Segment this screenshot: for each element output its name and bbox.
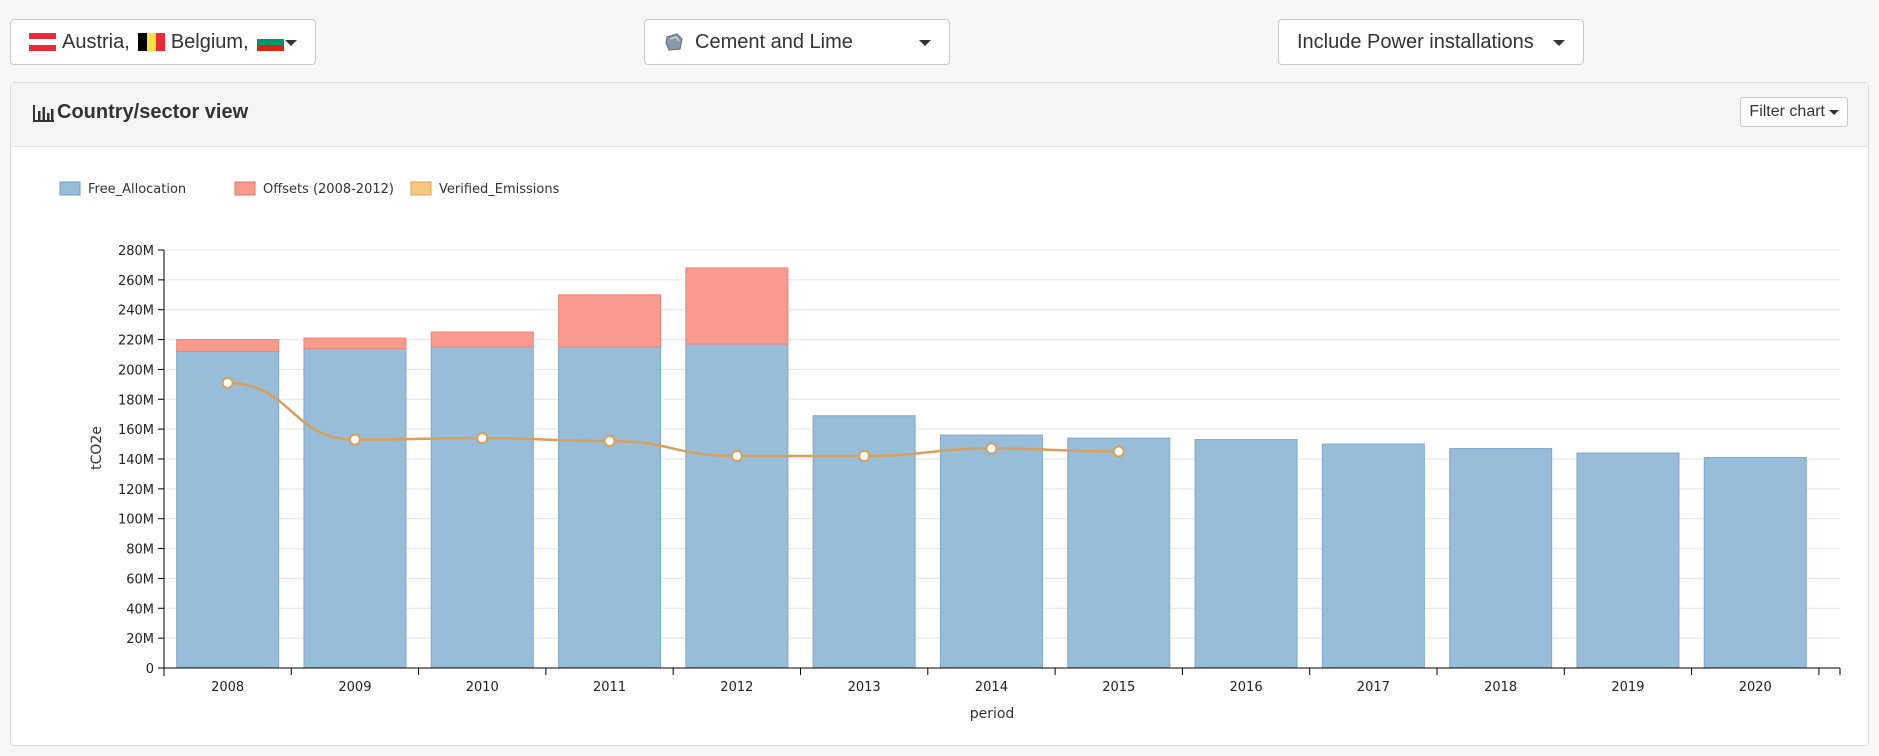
austria-flag-icon xyxy=(29,33,56,51)
bulgaria-flag-icon xyxy=(256,33,284,51)
country-belgium-label: Belgium, xyxy=(170,30,249,53)
panel-title: Country/sector view xyxy=(33,101,248,124)
cement-icon xyxy=(665,33,683,51)
sector-dropdown[interactable]: Cement and Lime xyxy=(644,19,950,65)
chevron-down-icon xyxy=(285,40,297,46)
chevron-down-icon xyxy=(1829,110,1839,115)
installations-label: Include Power installations xyxy=(1297,30,1534,53)
sector-label: Cement and Lime xyxy=(695,30,853,53)
country-dropdown[interactable]: Austria, Belgium, xyxy=(10,19,316,65)
country-sector-panel: Country/sector view Filter chart xyxy=(10,82,1869,746)
bar-chart-icon xyxy=(33,104,54,122)
chevron-down-icon xyxy=(1553,40,1565,46)
filter-chart-button[interactable]: Filter chart xyxy=(1740,97,1848,127)
chevron-down-icon xyxy=(919,40,931,46)
belgium-flag-icon xyxy=(137,33,165,51)
panel-title-text: Country/sector view xyxy=(57,101,249,123)
installations-dropdown[interactable]: Include Power installations xyxy=(1278,19,1584,65)
country-austria-label: Austria, xyxy=(62,30,130,53)
filter-chart-label: Filter chart xyxy=(1749,103,1825,120)
panel-header: Country/sector view Filter chart xyxy=(11,83,1868,147)
